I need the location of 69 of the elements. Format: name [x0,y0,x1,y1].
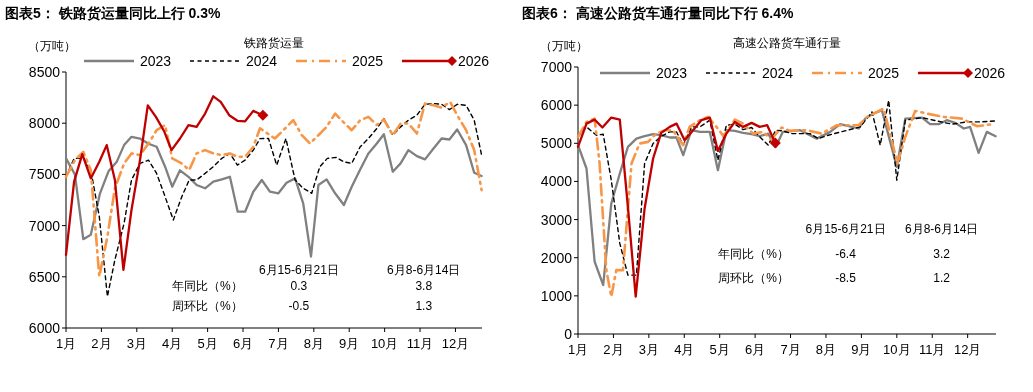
y-tick-label: 8500 [28,64,61,80]
annotation: 0.3 [290,278,308,293]
annotation: -6.4 [835,246,857,261]
annotation: 年同比（%） [718,246,789,261]
chart-title: 图表5： 铁路货运量同比上行 0.3% [5,5,222,21]
x-tick-label: 6月 [232,336,254,351]
x-tick-label: 4月 [674,342,695,357]
legend-label: 2026 [974,65,1006,81]
y-tick-label: 1000 [540,287,573,304]
annotation: 周环比（%） [718,270,789,285]
x-tick-label: 7月 [268,336,289,351]
y-axis-title: （万吨） [28,39,76,53]
legend-label: 2023 [656,65,688,81]
legend-label: 2025 [868,65,900,81]
y-tick-label: 0 [564,326,573,342]
annotation: 周环比（%） [172,299,243,314]
x-tick-label: 12月 [441,336,470,351]
annotation: 6月8-6月14日 [904,222,979,237]
y-tick-label: 7500 [28,166,61,183]
x-tick-label: 9月 [851,342,872,357]
x-tick-label: 4月 [162,336,183,351]
x-tick-label: 2月 [91,336,112,351]
y-tick-label: 4000 [540,173,573,190]
x-tick-label: 8月 [815,342,837,357]
annotation: 3.8 [415,278,433,293]
chart-subtitle: 铁路货运量 [243,36,304,50]
x-tick-label: 3月 [126,336,147,351]
x-tick-label: 10月 [370,336,399,351]
chart-title: 图表6： 高速公路货车通行量同比下行 6.4% [522,5,795,21]
y-tick-label: 2000 [540,249,573,266]
y-tick-label: 7000 [28,217,61,234]
annotation: 3.2 [933,246,951,261]
x-tick-label: 5月 [197,336,218,351]
legend-label: 2024 [762,65,794,81]
chart-subtitle: 高速公路货车通行量 [733,36,841,50]
x-tick-label: 11月 [406,336,434,351]
x-tick-label: 1月 [55,336,77,351]
annotation: -0.5 [288,299,310,314]
legend-label: 2024 [246,53,278,69]
annotation: -8.5 [835,270,857,285]
x-tick-label: 12月 [953,342,982,357]
x-tick-label: 1月 [567,342,589,357]
y-tick-label: 6500 [28,268,61,285]
y-tick-label: 7000 [540,59,573,75]
x-tick-label: 6月 [745,342,766,357]
x-tick-label: 5月 [709,342,730,357]
y-tick-label: 3000 [540,211,573,228]
x-tick-label: 3月 [638,342,659,357]
y-tick-label: 6000 [540,97,573,114]
annotation: 1.3 [415,299,433,314]
x-tick-label: 8月 [303,336,324,351]
y-tick-label: 5000 [540,135,573,152]
annotation: 6月15-6月21日 [258,263,339,278]
x-tick-label: 2月 [603,342,624,357]
legend-label: 2025 [352,53,384,69]
y-tick-label: 6000 [28,320,61,336]
y-tick-label: 8000 [28,115,61,132]
legend-label: 2023 [140,53,172,69]
line-series [64,128,483,258]
annotation: 6月8-6月14日 [387,263,461,278]
x-tick-label: 10月 [883,342,911,357]
annotation: 年同比（%） [172,278,243,293]
legend-label: 2026 [458,53,490,69]
y-axis-title: （万吨） [540,39,588,53]
x-tick-label: 7月 [780,342,801,357]
x-tick-label: 11月 [918,342,946,357]
x-tick-label: 9月 [339,336,360,351]
annotation: 6月15-6月21日 [805,222,886,237]
annotation: 1.2 [933,270,951,285]
